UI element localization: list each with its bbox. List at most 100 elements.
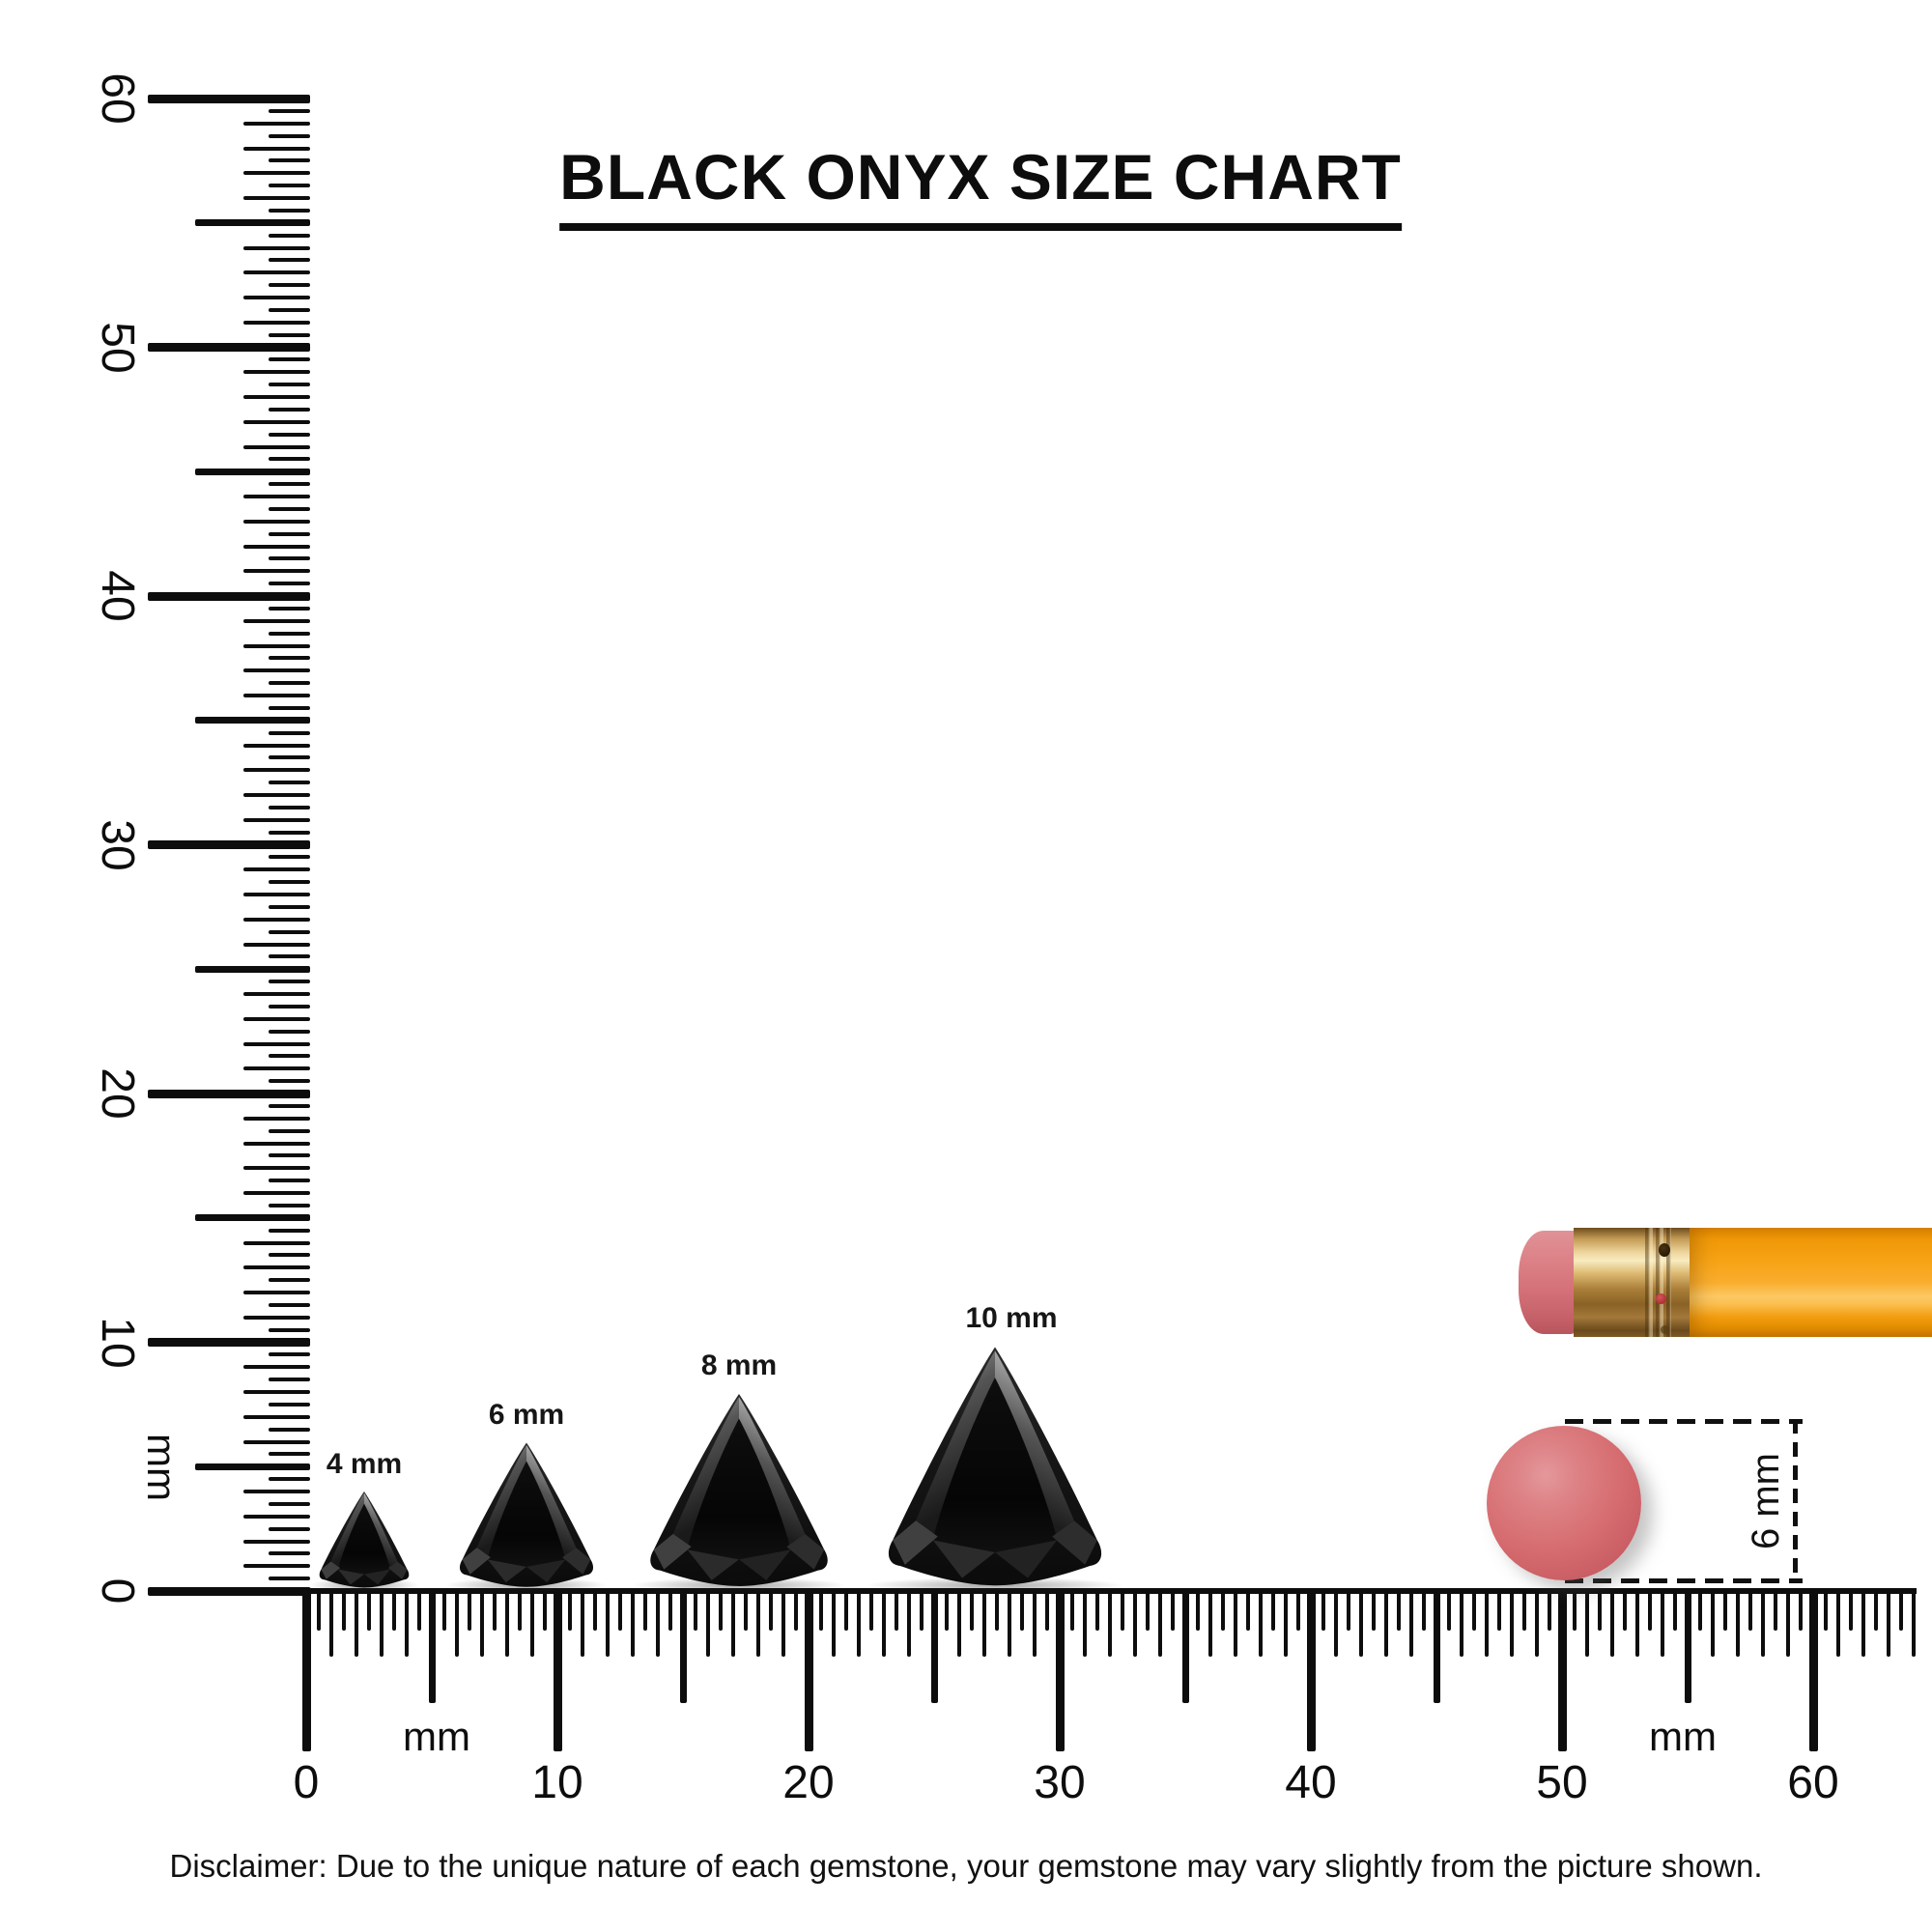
vertical-ruler-number: 0: [92, 1577, 143, 1605]
ruler-tick: [269, 1327, 310, 1332]
ruler-tick: [243, 618, 310, 623]
ruler-tick: [269, 1029, 310, 1034]
ruler-tick: [243, 444, 310, 449]
ruler-tick: [1409, 1591, 1413, 1657]
ruler-tick: [269, 880, 310, 885]
ruler-tick: [1384, 1591, 1388, 1657]
ruler-tick: [148, 94, 310, 103]
ruler-tick: [243, 419, 310, 424]
ruler-tick: [1610, 1591, 1614, 1657]
ruler-tick: [243, 495, 310, 498]
ruler-tick: [895, 1591, 898, 1631]
ruler-tick: [1433, 1591, 1440, 1703]
ruler-tick: [269, 233, 310, 238]
vertical-ruler-number: 20: [92, 1067, 143, 1120]
ruler-tick: [1347, 1591, 1350, 1631]
ruler-tick: [367, 1591, 371, 1631]
ruler-tick: [982, 1591, 986, 1657]
ruler-tick: [455, 1591, 459, 1657]
ruler-tick: [195, 965, 310, 973]
ruler-tick: [269, 1054, 310, 1059]
horizontal-ruler-number: 10: [531, 1757, 583, 1808]
ruler-tick: [269, 1278, 310, 1283]
ruler-tick: [195, 468, 310, 475]
trillion-gem-6mm: [459, 1442, 594, 1587]
ruler-tick: [1306, 1591, 1316, 1751]
ruler-tick: [269, 1577, 310, 1581]
ruler-tick: [606, 1591, 610, 1657]
ruler-tick: [392, 1591, 396, 1631]
ruler-tick: [269, 929, 310, 934]
vertical-ruler-number: 40: [92, 570, 143, 622]
ruler-tick: [269, 1228, 310, 1233]
ruler-tick: [1912, 1591, 1916, 1657]
ruler-tick: [1033, 1591, 1037, 1657]
ruler-tick: [195, 219, 310, 227]
ruler-tick: [243, 196, 310, 200]
ruler-tick: [1849, 1591, 1853, 1631]
ruler-tick: [1510, 1591, 1514, 1657]
ruler-tick: [269, 407, 310, 412]
ruler-tick: [643, 1591, 647, 1631]
pencil-eraser: [1519, 1231, 1580, 1334]
ruler-tick: [243, 1041, 310, 1046]
ruler-tick: [269, 357, 310, 362]
ruler-tick: [243, 768, 310, 773]
ruler-tick: [1648, 1591, 1652, 1631]
ruler-tick: [581, 1591, 584, 1657]
ruler-tick: [1133, 1591, 1137, 1657]
ruler-corner-line: [150, 1587, 312, 1596]
ruler-tick: [269, 283, 310, 288]
ruler-tick: [301, 1591, 311, 1751]
ruler-tick: [505, 1591, 509, 1657]
ruler-tick: [719, 1591, 723, 1631]
ruler-tick: [1774, 1591, 1777, 1631]
ferrule-dimple-red: [1656, 1293, 1666, 1304]
pencil-ferrule: [1574, 1228, 1755, 1337]
ruler-tick: [1083, 1591, 1087, 1657]
ruler-tick: [269, 1103, 310, 1108]
ruler-tick: [1246, 1591, 1250, 1631]
ruler-tick: [405, 1591, 409, 1657]
horizontal-ruler-number: 60: [1787, 1757, 1839, 1808]
ruler-tick: [428, 1591, 436, 1703]
ruler-tick: [269, 1551, 310, 1556]
ruler-tick: [269, 307, 310, 312]
page-title: BLACK ONYX SIZE CHART: [559, 145, 1402, 231]
ruler-tick: [269, 1253, 310, 1258]
ruler-tick: [1497, 1591, 1501, 1631]
ruler-tick: [530, 1591, 534, 1657]
ruler-tick: [243, 1265, 310, 1270]
measure-dash-bottom: [1565, 1578, 1803, 1583]
ruler-tick: [269, 755, 310, 760]
ruler-tick: [195, 1463, 310, 1470]
ruler-tick: [1158, 1591, 1162, 1657]
ruler-tick: [269, 556, 310, 561]
ruler-tick: [243, 668, 310, 673]
gem-size-label: 4 mm: [326, 1448, 403, 1480]
ruler-tick: [148, 1089, 310, 1098]
ruler-tick: [243, 1490, 310, 1493]
ruler-tick: [269, 108, 310, 113]
ruler-tick: [243, 694, 310, 697]
ruler-tick: [243, 320, 310, 325]
ruler-tick: [243, 569, 310, 574]
ruler-tick: [694, 1591, 697, 1631]
ruler-tick: [243, 793, 310, 797]
ruler-tick: [1736, 1591, 1740, 1657]
ruler-tick: [269, 730, 310, 735]
ruler-tick: [269, 606, 310, 611]
ruler-tick: [882, 1591, 886, 1657]
ruler-tick: [1460, 1591, 1463, 1657]
ruler-tick: [631, 1591, 635, 1657]
ruler-tick: [269, 582, 310, 586]
ruler-tick: [1824, 1591, 1828, 1631]
ruler-tick: [819, 1591, 823, 1631]
ruler-tick: [593, 1591, 597, 1631]
ruler-tick: [269, 208, 310, 213]
vertical-ruler-number: 30: [92, 818, 143, 871]
ruler-tick: [1485, 1591, 1489, 1657]
ruler-tick: [243, 917, 310, 922]
ruler-tick: [945, 1591, 949, 1631]
